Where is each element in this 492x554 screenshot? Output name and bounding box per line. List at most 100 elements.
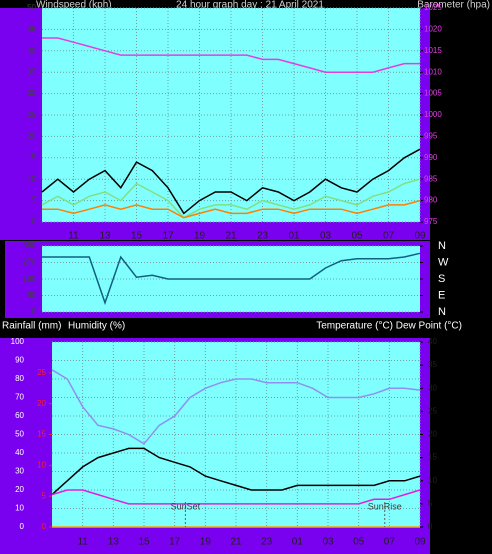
x-tick-label: 09 — [414, 231, 426, 242]
x-tick-label: 11 — [68, 231, 79, 242]
x-tick-label: 07 — [384, 537, 396, 548]
data-line — [41, 178, 421, 219]
y-tick-label: 30 — [15, 467, 24, 476]
y-tick-label: 45 — [27, 25, 36, 34]
data-line — [41, 148, 421, 215]
y2-tick-label: 990 — [424, 153, 438, 162]
y3-tick-label: 20 — [37, 399, 46, 408]
x-tick-label: 15 — [138, 537, 150, 548]
y2-axis-title: Dew Point (°C) — [396, 321, 462, 332]
y3-tick-label: 5 — [42, 491, 47, 500]
y-tick-label: 50 — [27, 3, 36, 12]
y-tick-label: 80 — [15, 374, 24, 383]
y2-tick-label: 985 — [424, 174, 438, 183]
x-tick-label: 19 — [194, 231, 206, 242]
y-tick-label: 60 — [15, 411, 24, 420]
y2-tick-label: 5 — [428, 499, 433, 508]
data-line — [42, 252, 421, 306]
y-tick-label: 0 — [32, 217, 37, 226]
y-tick-label: 0 — [20, 522, 25, 531]
data-line — [42, 199, 421, 219]
x-tick-label: 13 — [99, 231, 111, 242]
y2-tick-label: 0 — [428, 522, 433, 531]
y3-axis-title: Rainfall (mm) — [2, 321, 61, 332]
y3-tick-label: 25 — [37, 368, 46, 377]
y2-axis-title: Barometer (hpa) — [417, 0, 490, 11]
y2-tick-label: 1010 — [424, 67, 442, 76]
y2-axis-title: Temperature (°C) — [316, 321, 393, 332]
data-line — [51, 489, 421, 505]
y-tick-label: 50 — [15, 430, 24, 439]
annotation: SunRise — [368, 501, 402, 511]
x-tick-label: 01 — [288, 231, 300, 242]
data-line — [42, 37, 420, 73]
y2-tick-label: N — [438, 306, 446, 318]
y-tick-label: 20 — [27, 132, 36, 141]
x-tick-label: 07 — [383, 231, 395, 242]
y-tick-label: 40 — [27, 46, 36, 55]
x-tick-label: 01 — [292, 537, 304, 548]
y-tick-label: 40 — [15, 448, 24, 457]
y2-tick-label: 15 — [428, 453, 437, 462]
y-tick-label: 100 — [11, 337, 25, 346]
chart-title: 24 hour graph day : 21 April 2021 — [176, 0, 324, 11]
x-tick-label: 23 — [257, 231, 269, 242]
y-tick-label: 15 — [27, 153, 36, 162]
y-tick-label: 30 — [27, 89, 36, 98]
x-tick-label: 17 — [162, 231, 174, 242]
y-tick-label: 0 — [32, 307, 37, 316]
y2-tick-label: 20 — [428, 430, 437, 439]
data-line — [51, 447, 421, 496]
y-tick-label: 25 — [27, 110, 36, 119]
y2-tick-label: 10 — [428, 476, 437, 485]
x-tick-label: 05 — [353, 537, 365, 548]
y2-tick-label: S — [438, 273, 445, 285]
y2-tick-label: 1015 — [424, 46, 442, 55]
y-axis-title: Humidity (%) — [68, 321, 125, 332]
y-tick-label: 180 — [23, 274, 37, 283]
y2-tick-label: N — [438, 240, 446, 252]
y2-tick-label: 980 — [424, 196, 438, 205]
y3-tick-label: 0 — [42, 522, 47, 531]
y-tick-label: 10 — [27, 174, 36, 183]
y-tick-label: 20 — [15, 485, 24, 494]
y2-tick-label: 975 — [424, 217, 438, 226]
x-tick-label: 03 — [322, 537, 334, 548]
y-axis-title: Windspeed (kph) — [36, 0, 112, 11]
y2-tick-label: 995 — [424, 132, 438, 141]
y-tick-label: 10 — [15, 504, 24, 513]
y2-tick-label: 1000 — [424, 110, 442, 119]
y3-tick-label: 15 — [37, 430, 46, 439]
y2-tick-label: W — [438, 256, 449, 268]
y2-tick-label: 1005 — [424, 89, 442, 98]
y-tick-label: 5 — [32, 196, 37, 205]
x-tick-label: 17 — [169, 537, 181, 548]
data-line — [51, 369, 421, 445]
y2-tick-label: 35 — [428, 360, 437, 369]
x-tick-label: 23 — [261, 537, 273, 548]
y2-tick-label: 40 — [428, 337, 437, 346]
y2-tick-label: 1020 — [424, 25, 442, 34]
x-tick-label: 21 — [230, 537, 242, 548]
x-tick-label: 13 — [108, 537, 120, 548]
x-tick-label: 15 — [131, 231, 143, 242]
x-tick-label: 21 — [225, 231, 237, 242]
y-tick-label: 90 — [27, 291, 36, 300]
y2-tick-label: 1025 — [424, 3, 442, 12]
y-tick-label: 70 — [15, 393, 24, 402]
y2-tick-label: 30 — [428, 383, 437, 392]
x-tick-label: 05 — [351, 231, 363, 242]
x-tick-label: 19 — [200, 537, 212, 548]
y-tick-label: 270 — [23, 258, 37, 267]
x-tick-label: 09 — [414, 537, 426, 548]
y-tick-label: 90 — [15, 356, 24, 365]
x-tick-label: 03 — [320, 231, 332, 242]
y-tick-label: 35 — [27, 67, 36, 76]
y2-tick-label: E — [438, 289, 445, 301]
y3-tick-label: 10 — [37, 460, 46, 469]
y2-tick-label: 25 — [428, 406, 437, 415]
y-tick-label: 360 — [23, 241, 37, 250]
annotation: SunSet — [171, 501, 201, 511]
x-tick-label: 11 — [77, 537, 88, 548]
